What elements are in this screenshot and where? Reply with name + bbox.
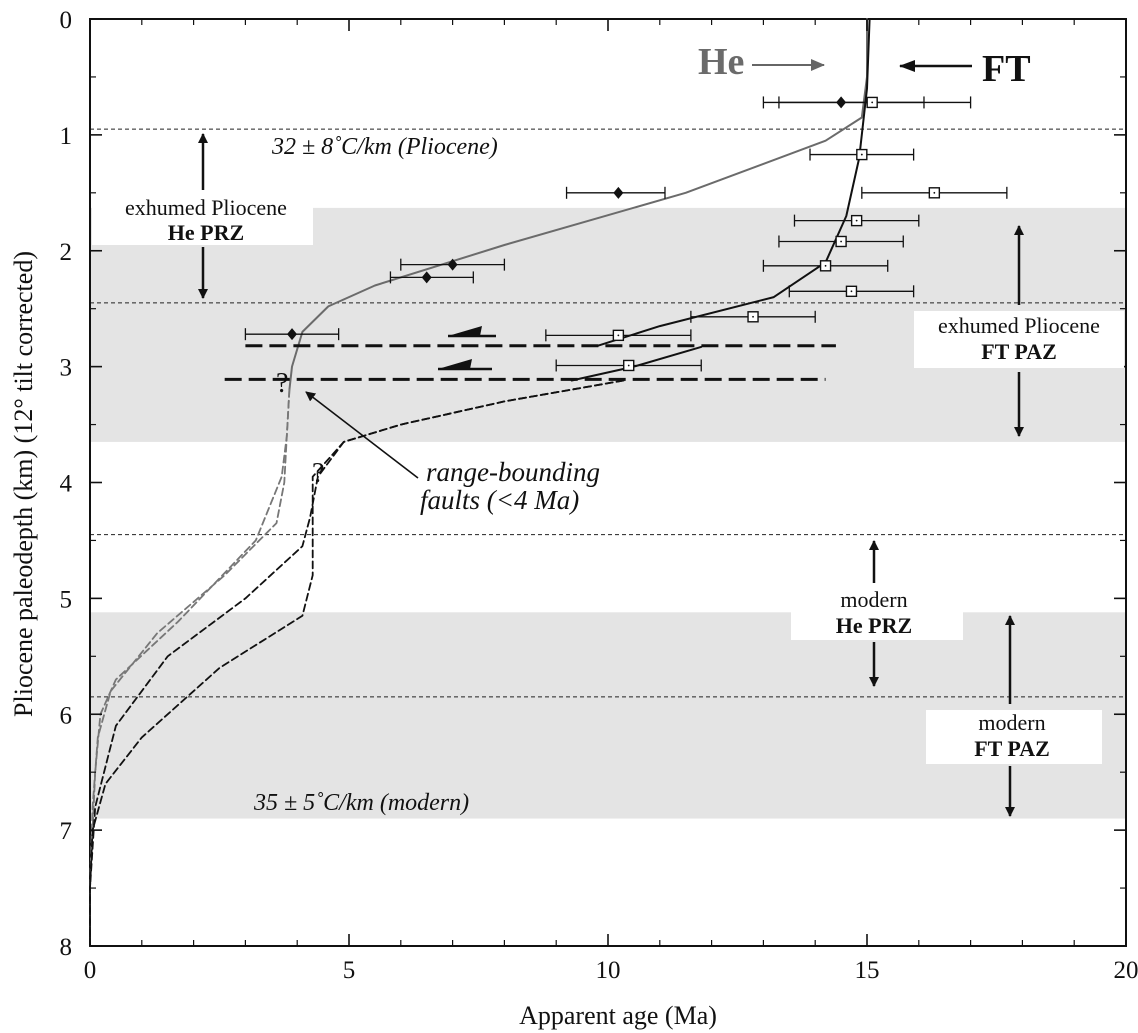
x-tick-label-1: 5 xyxy=(343,957,356,984)
exhumed-he-label-line2: He PRZ xyxy=(168,220,244,245)
model-curve-2 xyxy=(89,388,291,947)
fault-label-line1: range-bounding xyxy=(426,457,600,487)
y-tick-label-2: 2 xyxy=(60,239,73,266)
y-tick-label-7: 7 xyxy=(60,818,73,845)
square-point-dot-4 xyxy=(840,240,842,243)
modern-he-label-line1: modern xyxy=(840,587,907,612)
exhumed-he-label-line1: exhumed Pliocene xyxy=(125,195,287,220)
question-mark-2: ? xyxy=(312,458,324,489)
exhumed-ft-label-bg xyxy=(914,311,1124,368)
modern-he-label-bg xyxy=(791,588,963,640)
question-mark-1: ? xyxy=(276,368,288,399)
model-curve-0 xyxy=(288,18,868,391)
y-axis-title: Pliocene paleodepth (km) (12° tilt corre… xyxy=(9,251,38,717)
y-tick-label-5: 5 xyxy=(60,586,73,613)
modern-ft-label-line2: FT PAZ xyxy=(974,736,1050,761)
he-label: He xyxy=(698,41,744,83)
dashed-horizontal-lines xyxy=(90,128,1126,698)
y-tick-label-8: 8 xyxy=(60,934,73,961)
model-curve-6 xyxy=(89,379,625,947)
square-point-dot-8 xyxy=(617,334,620,337)
ft-label: FT xyxy=(982,48,1031,90)
square-point-dot-1 xyxy=(860,153,863,156)
square-point-dot-7 xyxy=(752,315,754,318)
y-tick-label-4: 4 xyxy=(60,471,73,498)
x-tick-label-0: 0 xyxy=(84,957,97,984)
y-tick-label-1: 1 xyxy=(60,123,73,150)
square-point-dot-2 xyxy=(933,191,936,194)
diamond-point-4 xyxy=(287,328,298,341)
x-tick-label-4: 20 xyxy=(1114,957,1138,984)
exhumed-ft-label-line1: exhumed Pliocene xyxy=(938,313,1100,338)
x-axis-title: Apparent age (Ma) xyxy=(519,1001,717,1030)
y-tick-label-3: 3 xyxy=(60,355,73,382)
fault-label-line2: faults (<4 Ma) xyxy=(420,485,579,515)
diamond-point-3 xyxy=(421,271,432,284)
modern-ft-label-bg xyxy=(926,710,1102,764)
fault-slip-arrows xyxy=(438,326,496,371)
square-point-dot-6 xyxy=(850,290,853,293)
axis-ticks: 0 5 10 15 20 0 1 2 3 4 5 6 7 8 xyxy=(60,7,1138,984)
diamond-point-1 xyxy=(613,186,624,199)
square-point-dot-9 xyxy=(627,364,630,367)
x-tick-label-3: 15 xyxy=(855,957,880,984)
y-tick-label-0: 0 xyxy=(60,7,73,34)
diamond-point-0 xyxy=(836,96,847,109)
square-point-dot-3 xyxy=(855,219,858,222)
model-curve-1 xyxy=(89,388,291,947)
exhumed-he-label-bg xyxy=(92,197,313,245)
y-tick-label-6: 6 xyxy=(60,702,73,729)
square-point-dot-5 xyxy=(824,264,827,267)
square-point-dot-0 xyxy=(871,101,874,104)
x-tick-label-2: 10 xyxy=(596,957,621,984)
fault-lines xyxy=(224,344,836,381)
modern-he-label-line2: He PRZ xyxy=(836,613,912,638)
gradient-modern-label: 35 ± 5˚C/km (modern) xyxy=(253,790,469,816)
data-points xyxy=(287,96,941,372)
modern-ft-label-line1: modern xyxy=(978,710,1045,735)
fault-pointer-arrow xyxy=(305,391,419,479)
gradient-pliocene-label: 32 ± 8˚C/km (Pliocene) xyxy=(271,134,498,160)
exhumed-ft-label-line2: FT PAZ xyxy=(981,339,1057,364)
diamond-point-2 xyxy=(447,258,458,271)
